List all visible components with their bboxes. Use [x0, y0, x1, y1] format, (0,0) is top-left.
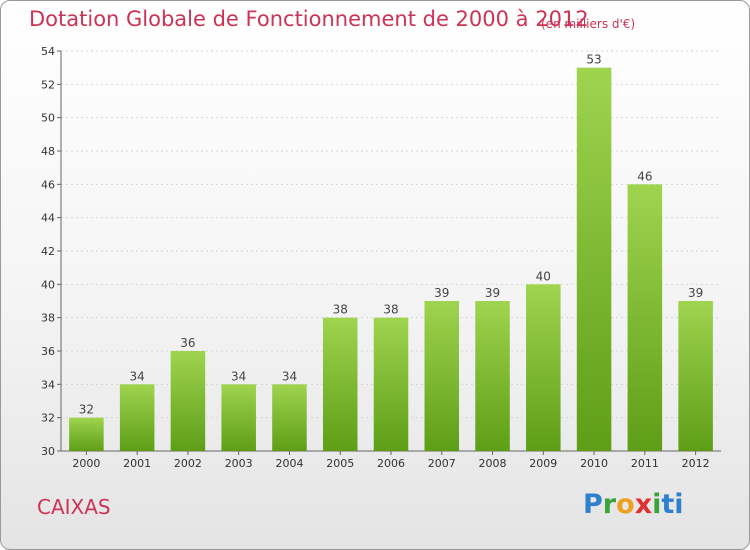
data-label: 53 [586, 53, 601, 67]
logo-letter: o [616, 489, 635, 520]
x-tick-label: 2004 [275, 457, 303, 470]
data-label: 40 [536, 269, 551, 283]
y-tick-label: 48 [41, 145, 55, 158]
x-tick-label: 2007 [428, 457, 456, 470]
data-label: 34 [231, 369, 246, 383]
bar [69, 417, 104, 451]
bar [627, 184, 663, 452]
y-tick-label: 54 [41, 45, 55, 58]
chart-title: Dotation Globale de Fonctionnement de 20… [29, 7, 589, 31]
bar [576, 67, 612, 452]
bar [119, 384, 155, 451]
y-tick-label: 32 [41, 412, 55, 425]
x-tick-label: 2012 [682, 457, 710, 470]
data-label: 39 [688, 286, 703, 300]
data-label: 32 [79, 403, 94, 417]
y-tick-label: 46 [41, 178, 55, 191]
logo-letter: x [634, 489, 653, 520]
data-label: 39 [434, 286, 449, 300]
chart-subtitle: (en milliers d'€) [541, 17, 636, 31]
data-label: 34 [130, 369, 145, 383]
logo-letter: i [652, 489, 662, 520]
x-tick-label: 2001 [123, 457, 151, 470]
bar [424, 301, 460, 451]
bar [373, 317, 409, 451]
commune-name: CAIXAS [37, 495, 111, 519]
y-tick-label: 40 [41, 278, 55, 291]
y-tick-label: 42 [41, 245, 55, 258]
x-tick-label: 2010 [580, 457, 608, 470]
bar [221, 384, 256, 451]
data-label: 38 [333, 303, 348, 317]
data-label: 34 [282, 369, 297, 383]
labels: 30 32 34 36 38 40 42 44 46 48 50 52 54 32 2000 34 2001 36… [41, 45, 710, 470]
y-tick-label: 38 [41, 312, 55, 325]
x-tick-label: 2006 [377, 457, 405, 470]
bar [170, 351, 206, 451]
data-label: 38 [383, 303, 398, 317]
y-tick-label: 44 [41, 212, 55, 225]
proxiti-logo[interactable]: Proxiti [583, 489, 684, 520]
x-tick-label: 2002 [174, 457, 202, 470]
bar [526, 284, 561, 451]
y-tick-label: 50 [41, 112, 55, 125]
logo-letter: r [602, 489, 617, 520]
y-tick-label: 52 [41, 78, 55, 91]
bar [322, 317, 358, 451]
y-tick-label: 36 [41, 345, 55, 358]
bars [69, 67, 713, 452]
y-tick-label: 34 [41, 378, 55, 391]
bar [678, 301, 713, 451]
x-tick-label: 2003 [225, 457, 253, 470]
x-tick-label: 2011 [631, 457, 659, 470]
y-tick-label: 30 [41, 445, 55, 458]
x-tick-label: 2008 [479, 457, 507, 470]
data-label: 36 [180, 336, 195, 350]
logo-letter: ti [661, 489, 684, 520]
x-tick-label: 2009 [529, 457, 557, 470]
x-tick-label: 2000 [72, 457, 100, 470]
x-tick-label: 2005 [326, 457, 354, 470]
bar [475, 301, 510, 451]
bar [272, 384, 307, 451]
data-label: 46 [637, 169, 652, 183]
data-label: 39 [485, 286, 500, 300]
logo-letter: P [583, 489, 603, 520]
